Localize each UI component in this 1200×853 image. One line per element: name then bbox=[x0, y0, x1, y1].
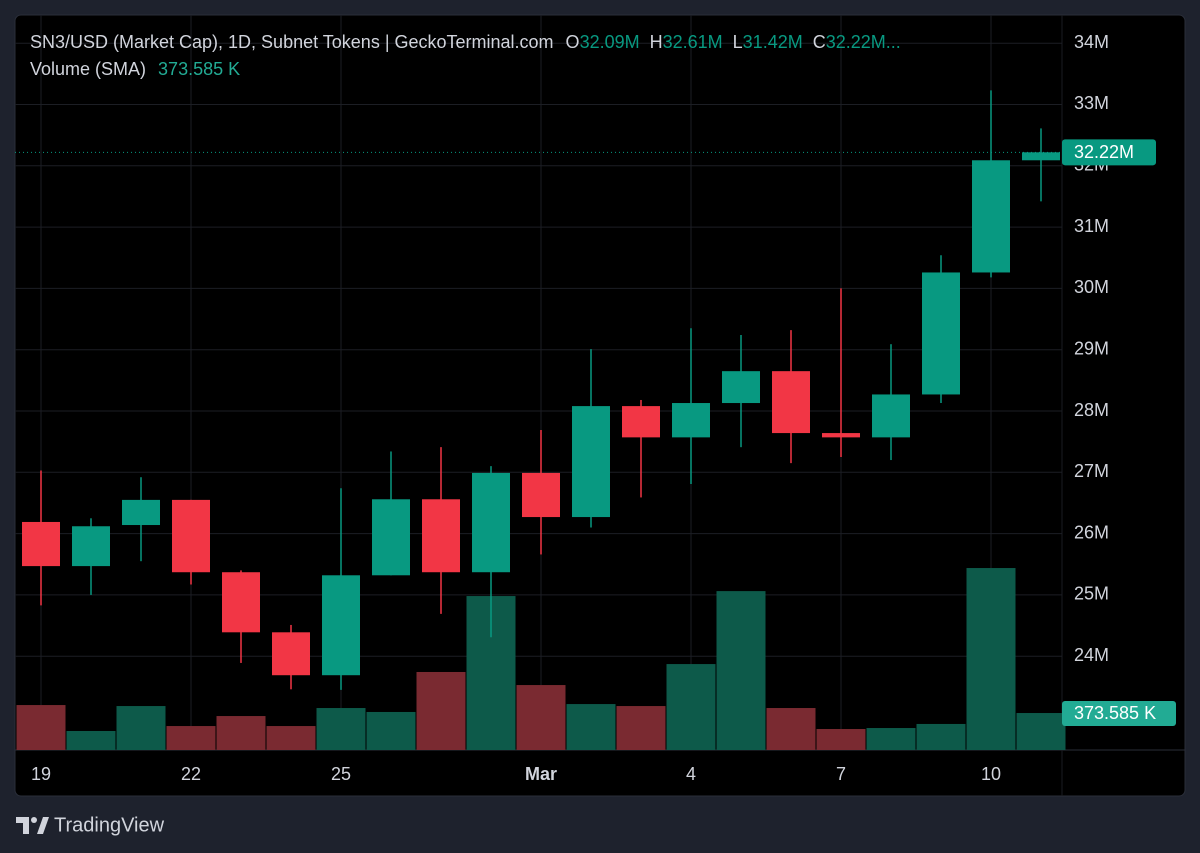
candle-body bbox=[272, 632, 310, 676]
candle-layer bbox=[22, 90, 1060, 690]
candle-body bbox=[72, 526, 110, 567]
volume-tag bbox=[1062, 701, 1176, 727]
volume-bar bbox=[716, 591, 766, 750]
last-price-tag bbox=[1062, 139, 1156, 166]
volume-bar bbox=[366, 711, 416, 750]
volume-bar bbox=[116, 706, 166, 750]
ohlc-value: 31.42M bbox=[743, 32, 803, 52]
volume-bar bbox=[66, 730, 116, 750]
candle-body bbox=[122, 499, 160, 526]
y-tick-label: 29M bbox=[1074, 338, 1109, 358]
y-tick-label: 24M bbox=[1074, 645, 1109, 665]
volume-bar bbox=[966, 568, 1016, 750]
candle-body bbox=[572, 406, 610, 518]
chart-panel bbox=[14, 14, 1186, 797]
volume-bar bbox=[516, 685, 566, 750]
y-tick-label: 27M bbox=[1074, 461, 1109, 481]
volume-bar bbox=[866, 728, 916, 750]
x-tick-label: 10 bbox=[981, 764, 1001, 784]
brand: TradingView bbox=[54, 814, 165, 836]
volume-bar bbox=[1016, 713, 1066, 750]
volume-bar bbox=[566, 704, 616, 750]
volume-bar bbox=[266, 726, 316, 750]
volume-bar bbox=[216, 716, 266, 750]
x-tick-label: Mar bbox=[525, 764, 557, 784]
y-tick-label: 34M bbox=[1074, 32, 1109, 52]
label-layer: 24M25M26M27M28M29M30M31M32M33M34M192225M… bbox=[15, 32, 1176, 784]
ohlc-key: H bbox=[650, 32, 663, 52]
ohlc-key: C bbox=[813, 32, 826, 52]
y-tick-label: 28M bbox=[1074, 400, 1109, 420]
x-tick-label: 22 bbox=[181, 764, 201, 784]
tradingview-logo: TradingView bbox=[16, 814, 165, 836]
candle-body bbox=[522, 472, 560, 518]
volume-tag-label: 373.585 K bbox=[1074, 703, 1156, 723]
chart-title: SN3/USD (Market Cap), 1D, Subnet Tokens … bbox=[30, 32, 554, 52]
x-tick-label: 19 bbox=[31, 764, 51, 784]
y-tick-label: 33M bbox=[1074, 93, 1109, 113]
ohlc-key: O bbox=[566, 32, 580, 52]
logo-mark bbox=[31, 817, 37, 823]
candle-body bbox=[222, 572, 260, 633]
candle-body bbox=[672, 403, 710, 438]
volume-bar bbox=[16, 705, 66, 750]
x-tick-label: 7 bbox=[836, 764, 846, 784]
candle-body bbox=[772, 371, 810, 434]
candle-body bbox=[322, 575, 360, 676]
last-price-label: 32.22M bbox=[1074, 142, 1134, 162]
candle-body bbox=[972, 160, 1010, 273]
candle-body bbox=[922, 272, 960, 395]
ohlc-value: 32.61M bbox=[663, 32, 723, 52]
candle-body bbox=[622, 406, 660, 438]
volume-layer bbox=[16, 568, 1066, 750]
y-tick-label: 31M bbox=[1074, 216, 1109, 236]
volume-bar bbox=[766, 708, 816, 750]
x-tick-label: 4 bbox=[686, 764, 696, 784]
volume-bar bbox=[316, 708, 366, 750]
volume-bar bbox=[666, 664, 716, 750]
candle-body bbox=[822, 433, 860, 438]
candle-body bbox=[22, 521, 60, 567]
volume-bar bbox=[616, 706, 666, 750]
volume-value: 373.585 K bbox=[158, 59, 240, 79]
y-tick-label: 30M bbox=[1074, 277, 1109, 297]
ohlc-value: 32.22M... bbox=[826, 32, 901, 52]
x-tick-label: 25 bbox=[331, 764, 351, 784]
y-tick-label: 26M bbox=[1074, 522, 1109, 542]
candle-body bbox=[722, 371, 760, 404]
ohlc-key: L bbox=[733, 32, 743, 52]
candle-body bbox=[172, 499, 210, 573]
volume-bar bbox=[916, 723, 966, 750]
logo-mark bbox=[16, 817, 29, 834]
volume-bar bbox=[816, 729, 866, 750]
candle-body bbox=[372, 499, 410, 576]
candle-body bbox=[472, 472, 510, 573]
ohlc-value: 32.09M bbox=[580, 32, 640, 52]
volume-bar bbox=[416, 671, 466, 750]
volume-bar bbox=[166, 726, 216, 750]
candle-body bbox=[872, 394, 910, 438]
volume-title: Volume (SMA) bbox=[30, 59, 146, 79]
y-tick-label: 25M bbox=[1074, 584, 1109, 604]
logo-mark bbox=[37, 817, 49, 834]
candle-body bbox=[1022, 152, 1060, 161]
candle-body bbox=[422, 499, 460, 573]
